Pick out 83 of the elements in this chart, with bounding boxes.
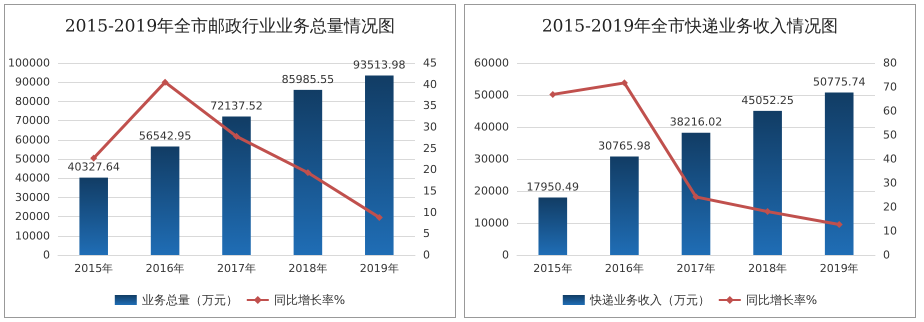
data-label: 38216.02 xyxy=(670,116,722,129)
legend-label: 业务总量（万元） xyxy=(142,293,238,307)
point xyxy=(620,79,628,86)
point xyxy=(836,221,843,228)
bar xyxy=(753,110,782,255)
bar xyxy=(538,198,568,255)
x-tick-label: 2015年 xyxy=(74,262,114,275)
data-label: 56542.95 xyxy=(138,129,192,142)
y-tick-label: 60000 xyxy=(14,133,50,146)
point xyxy=(162,78,169,86)
point xyxy=(304,169,312,176)
x-tick-label: 2016年 xyxy=(146,262,185,275)
y-tick-label: 30000 xyxy=(474,152,509,166)
y-tick-label: 0 xyxy=(42,248,50,262)
data-label: 72137.52 xyxy=(210,99,263,112)
y-tick-label: 70000 xyxy=(14,114,50,128)
y-tick-label: 40000 xyxy=(474,120,509,134)
y2-tick-label: 50 xyxy=(883,128,897,142)
y2-tick-label: 25 xyxy=(423,142,437,155)
x-tick-label: 2016年 xyxy=(604,262,644,275)
point xyxy=(692,193,700,200)
y-tick-label: 20000 xyxy=(14,210,50,224)
y2-tick-label: 10 xyxy=(423,206,437,219)
bar xyxy=(79,178,108,255)
chart-title: 2015-2019年全市邮政行业业务总量情况图 xyxy=(64,16,396,36)
y2-tick-label: 70 xyxy=(883,80,897,94)
y2-tick-label: 80 xyxy=(883,56,897,70)
y-tick-label: 100000 xyxy=(8,56,50,70)
y-tick-label: 20000 xyxy=(474,184,509,198)
point xyxy=(764,208,772,216)
legend-label: 同比增长率% xyxy=(746,293,818,307)
data-label: 93513.98 xyxy=(353,58,406,72)
bar xyxy=(610,156,639,255)
y-tick-label: 30000 xyxy=(14,190,50,204)
data-label: 40327.64 xyxy=(67,160,120,174)
x-tick-label: 2017年 xyxy=(216,262,256,275)
x-tick-label: 2019年 xyxy=(820,262,859,275)
y2-tick-label: 0 xyxy=(423,248,430,262)
y2-tick-label: 60 xyxy=(883,104,897,118)
bar xyxy=(365,75,394,255)
y2-tick-label: 15 xyxy=(423,184,437,198)
x-tick-label: 2018年 xyxy=(288,262,328,275)
y2-tick-label: 0 xyxy=(883,248,890,262)
point xyxy=(549,90,556,98)
y2-tick-label: 40 xyxy=(423,78,437,91)
y2-tick-label: 30 xyxy=(883,176,897,190)
x-tick-label: 2015年 xyxy=(533,262,572,275)
y-tick-label: 50000 xyxy=(474,88,509,102)
legend-label: 快递业务收入（万元） xyxy=(588,293,710,307)
y-tick-label: 10000 xyxy=(14,229,50,242)
y2-tick-label: 40 xyxy=(883,152,897,166)
bar xyxy=(682,132,710,255)
y-tick-label: 90000 xyxy=(14,76,50,89)
point xyxy=(232,132,240,140)
y2-tick-label: 45 xyxy=(423,56,437,70)
data-label: 17950.49 xyxy=(526,180,580,194)
y-tick-label: 60000 xyxy=(474,56,509,70)
y2-tick-label: 20 xyxy=(423,163,437,176)
bar xyxy=(824,92,854,255)
data-label: 50775.74 xyxy=(812,76,866,89)
y2-tick-label: 10 xyxy=(883,224,897,238)
y-tick-label: 40000 xyxy=(14,172,50,185)
y2-tick-label: 5 xyxy=(423,227,430,240)
legend-label: 同比增长率% xyxy=(274,293,346,307)
y-tick-label: 50000 xyxy=(14,152,50,166)
data-label: 45052.25 xyxy=(741,94,794,107)
y2-tick-label: 20 xyxy=(883,200,897,214)
y2-tick-label: 35 xyxy=(423,99,437,112)
y-tick-label: 0 xyxy=(502,248,509,262)
y-tick-label: 80000 xyxy=(14,94,50,108)
data-label: 85985.55 xyxy=(282,72,334,86)
point xyxy=(90,154,98,162)
data-label: 30765.98 xyxy=(598,140,651,153)
bar xyxy=(150,146,180,255)
y2-tick-label: 30 xyxy=(423,120,437,134)
y-tick-label: 10000 xyxy=(474,216,509,230)
x-tick-label: 2019年 xyxy=(360,262,399,275)
bar xyxy=(222,116,251,255)
chart-title: 2015-2019年全市快递业务收入情况图 xyxy=(542,16,838,36)
x-tick-label: 2018年 xyxy=(748,262,788,275)
bar xyxy=(294,90,322,255)
point xyxy=(376,214,383,221)
x-tick-label: 2017年 xyxy=(676,262,716,275)
